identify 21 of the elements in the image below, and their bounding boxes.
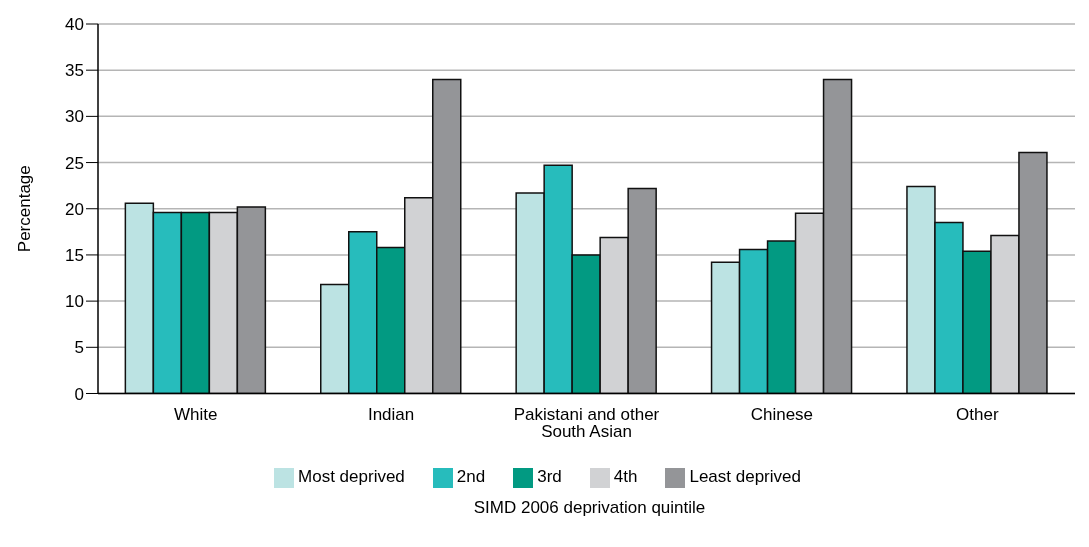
y-tick-label: 15 [65,245,84,265]
y-tick-label: 10 [65,292,84,312]
y-tick-label: 40 [65,15,84,35]
legend-label: Most deprived [298,467,405,487]
legend-label: 3rd [537,467,562,487]
legend-label: Least deprived [689,467,801,487]
x-tick-label: White [173,404,218,424]
y-tick-label: 30 [65,107,84,127]
x-tick-label: Other [956,404,999,424]
y-tick-label: 25 [65,153,84,173]
legend-label: 2nd [456,467,486,487]
x-tick-label: Pakistani and other South Asian [513,404,660,441]
x-tick-label: Indian [367,404,415,424]
y-tick-label: 35 [65,61,84,81]
y-axis-title: Percentage [15,165,35,253]
legend-label: 4th [613,467,638,487]
x-tick-label: Chinese [750,404,814,424]
y-tick-label: 0 [74,384,84,404]
y-tick-label: 20 [65,199,84,219]
x-axis-title: SIMD 2006 deprivation quintile [472,498,707,518]
y-tick-label: 5 [74,338,84,358]
